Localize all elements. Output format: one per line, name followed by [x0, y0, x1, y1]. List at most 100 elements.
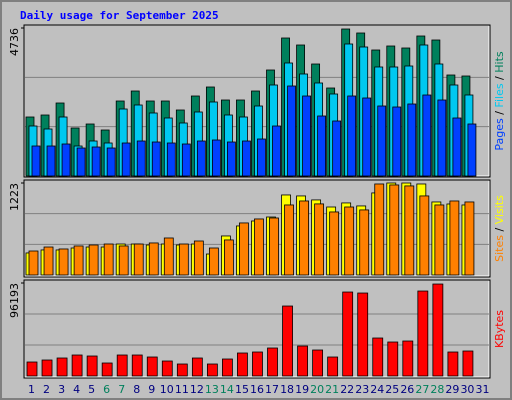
- legend-entry: Visits: [493, 195, 506, 224]
- bar: [151, 141, 161, 177]
- bar: [342, 291, 354, 377]
- bar: [417, 290, 429, 377]
- x-tick-label: 6: [103, 383, 110, 396]
- bar: [61, 143, 71, 177]
- bar: [239, 222, 249, 276]
- bar: [252, 351, 263, 377]
- bar: [191, 357, 203, 377]
- bar: [257, 138, 266, 177]
- y-tick-label: 4736: [8, 28, 21, 56]
- bar: [312, 349, 324, 377]
- bar: [86, 355, 98, 377]
- bar: [26, 361, 38, 377]
- bar: [106, 147, 116, 177]
- x-tick-label: 26: [400, 383, 414, 396]
- bar: [178, 243, 189, 276]
- bar: [372, 337, 384, 377]
- legend-entry: Hits: [493, 51, 506, 73]
- bar: [327, 356, 339, 377]
- bar: [374, 183, 385, 276]
- x-tick-label: 10: [160, 383, 174, 396]
- bar: [211, 139, 221, 177]
- bar: [392, 106, 402, 177]
- bar: [193, 240, 204, 276]
- bar: [242, 140, 251, 177]
- bar: [91, 146, 101, 177]
- bar: [377, 105, 387, 177]
- bar: [76, 147, 86, 177]
- bar: [28, 250, 39, 276]
- x-tick-label: 8: [133, 383, 140, 396]
- legend: Pages / Files / Hits: [493, 51, 506, 151]
- bar: [56, 357, 68, 377]
- x-tick-label: 5: [88, 383, 95, 396]
- bar: [208, 247, 219, 276]
- bar: [237, 352, 248, 377]
- bar: [118, 245, 129, 276]
- bar: [344, 206, 355, 276]
- bar: [131, 354, 143, 377]
- x-tick-label: 14: [220, 383, 234, 396]
- bar: [332, 120, 342, 177]
- bar: [297, 345, 308, 377]
- bar: [46, 145, 56, 177]
- bar: [434, 204, 445, 276]
- legend: KBytes: [493, 310, 506, 348]
- bar: [422, 94, 432, 177]
- bar: [432, 283, 444, 377]
- x-tick-label: 22: [340, 383, 354, 396]
- bar: [222, 358, 233, 377]
- x-tick-label: 17: [265, 383, 279, 396]
- bar: [146, 356, 158, 377]
- x-tick-label: 3: [58, 383, 65, 396]
- bar: [43, 246, 54, 276]
- y-tick-label: 96193: [8, 283, 21, 318]
- bar: [287, 85, 296, 177]
- legend-separator: /: [493, 108, 506, 119]
- bar: [41, 359, 53, 377]
- legend-entry: Sites: [493, 235, 506, 262]
- bar: [161, 360, 173, 377]
- bar: [136, 140, 146, 177]
- bar: [447, 351, 459, 377]
- legend-separator: /: [493, 224, 506, 235]
- legend-entry: Files: [493, 83, 506, 107]
- bar: [227, 141, 236, 177]
- bar: [116, 354, 128, 377]
- bar: [103, 243, 114, 276]
- y-tick-label: 1223: [8, 183, 21, 211]
- bar: [317, 115, 327, 177]
- bar: [282, 305, 293, 377]
- bar: [181, 143, 191, 177]
- x-tick-label: 4: [73, 383, 80, 396]
- bar: [347, 95, 357, 177]
- bar: [357, 292, 369, 377]
- bar: [419, 195, 430, 276]
- bar: [299, 200, 309, 276]
- bar: [133, 243, 144, 276]
- bar: [389, 184, 400, 276]
- bar: [166, 142, 176, 177]
- x-tick-label: 23: [355, 383, 369, 396]
- bar: [71, 354, 83, 377]
- bar: [464, 201, 475, 276]
- legend-separator: /: [493, 73, 506, 84]
- x-tick-label: 19: [295, 383, 309, 396]
- bar: [58, 248, 69, 276]
- bar: [314, 203, 325, 276]
- bar: [467, 123, 477, 177]
- bar: [73, 245, 84, 276]
- legend-entry: Pages: [493, 118, 506, 151]
- bar: [88, 244, 99, 276]
- x-tick-label: 24: [370, 383, 384, 396]
- bar: [362, 97, 372, 177]
- bar: [404, 185, 415, 276]
- bar: [449, 200, 460, 276]
- x-tick-label: 12: [190, 383, 204, 396]
- legend: Sites / Visits: [493, 195, 506, 262]
- bar: [452, 117, 462, 177]
- bar: [359, 209, 370, 276]
- bar: [329, 211, 340, 276]
